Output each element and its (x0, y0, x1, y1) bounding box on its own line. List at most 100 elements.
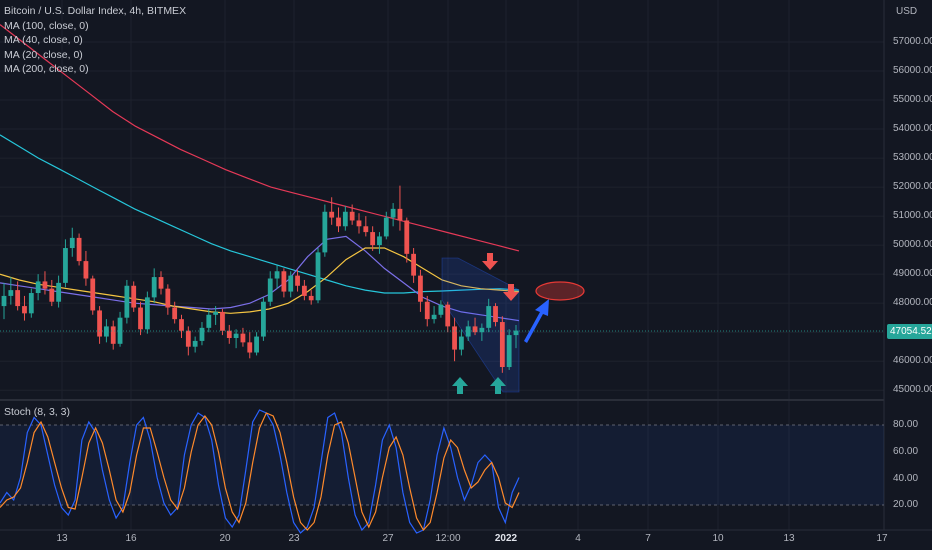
candle (131, 281, 137, 312)
candle (158, 271, 164, 295)
legend: Bitcoin / U.S. Dollar Index, 4h, BITMEX … (4, 4, 186, 77)
legend-ma20[interactable]: MA (20, close, 0) (4, 48, 83, 61)
candle (233, 329, 239, 349)
drawing-channel[interactable] (441, 257, 520, 393)
legend-ma100[interactable]: MA (100, close, 0) (4, 19, 89, 32)
stoch-tick: 80.00 (893, 419, 919, 430)
candle (295, 269, 300, 292)
candle (247, 332, 253, 359)
candle (356, 213, 362, 234)
candle (42, 271, 48, 295)
candle (390, 203, 396, 227)
price-tick: 46000.00 (893, 355, 932, 366)
time-tick: 7 (645, 533, 651, 544)
candle (445, 301, 451, 333)
candle (479, 323, 485, 341)
price-tick: 55000.00 (893, 94, 932, 105)
candle (267, 271, 273, 307)
candle (370, 226, 376, 251)
up-arrow-2-icon[interactable] (490, 377, 506, 394)
ma-line (0, 247, 520, 314)
price-tick: 54000.00 (893, 123, 932, 134)
candle (486, 298, 492, 333)
price-tick: 57000.00 (893, 36, 932, 47)
stoch-tick: 20.00 (893, 499, 919, 510)
candle (397, 185, 403, 231)
price-tick: 49000.00 (893, 268, 932, 279)
candle (192, 336, 198, 353)
candle (411, 248, 416, 283)
legend-ma200[interactable]: MA (200, close, 0) (4, 63, 89, 75)
candle (138, 301, 143, 336)
candle (254, 332, 259, 356)
candle (301, 279, 307, 301)
candle (22, 295, 27, 321)
down-arrow-2-icon[interactable] (503, 284, 519, 301)
candle (424, 295, 430, 327)
candle (472, 317, 478, 336)
candle (151, 268, 157, 304)
candle (452, 317, 457, 362)
time-tick: 13 (56, 533, 68, 544)
candle (349, 204, 355, 225)
down-arrow-1-icon[interactable] (482, 253, 498, 270)
projection-arrow-icon[interactable] (524, 299, 549, 343)
symbol-title[interactable]: Bitcoin / U.S. Dollar Index, 4h, BITMEX (4, 5, 187, 17)
candle (179, 314, 184, 339)
candle (261, 297, 266, 341)
time-tick: 17 (876, 533, 888, 544)
currency-label[interactable]: USD (896, 6, 918, 17)
stochastic-pane (0, 409, 884, 534)
candle (28, 288, 34, 318)
candle (90, 275, 96, 315)
candle (35, 274, 41, 301)
candle (206, 308, 212, 333)
candle (315, 248, 321, 304)
time-tick: 13 (783, 533, 795, 544)
candle (336, 207, 341, 233)
candle (15, 281, 21, 311)
candle (165, 284, 171, 315)
candle (329, 197, 335, 225)
candle (117, 311, 123, 347)
candle (63, 239, 68, 288)
candle (274, 265, 280, 289)
grid (0, 0, 884, 530)
candle (49, 279, 55, 307)
candle (144, 291, 150, 334)
last-price-badge: 47054.52 (887, 324, 932, 339)
price-tick: 51000.00 (893, 210, 932, 221)
candle (513, 324, 519, 349)
time-tick: 20 (219, 533, 231, 544)
legend-ma40[interactable]: MA (40, close, 0) (4, 34, 83, 46)
time-tick: 4 (575, 533, 581, 544)
candle (438, 300, 444, 318)
ma-line (0, 24, 520, 252)
candle (97, 306, 102, 344)
candle (383, 211, 389, 240)
annotations[interactable] (452, 253, 585, 394)
candle (1, 282, 7, 320)
stoch-legend[interactable]: Stoch (8, 3, 3) (4, 406, 70, 418)
candle (281, 268, 287, 298)
candle (288, 271, 294, 298)
candle (83, 250, 89, 286)
candle (240, 327, 246, 347)
candle (458, 329, 464, 356)
target-ellipse[interactable] (535, 281, 585, 301)
time-tick: 27 (382, 533, 394, 544)
candle (226, 324, 232, 344)
candle (69, 227, 75, 257)
price-tick: 56000.00 (893, 65, 932, 76)
candle (431, 306, 437, 324)
moving-averages (0, 24, 520, 322)
stoch-tick: 60.00 (893, 446, 919, 457)
candle (499, 316, 505, 373)
candle (213, 306, 219, 325)
candle (493, 303, 498, 327)
up-arrow-1-icon[interactable] (452, 377, 468, 394)
candle (172, 301, 178, 324)
price-tick: 52000.00 (893, 181, 932, 192)
stoch-k-line (0, 409, 520, 534)
